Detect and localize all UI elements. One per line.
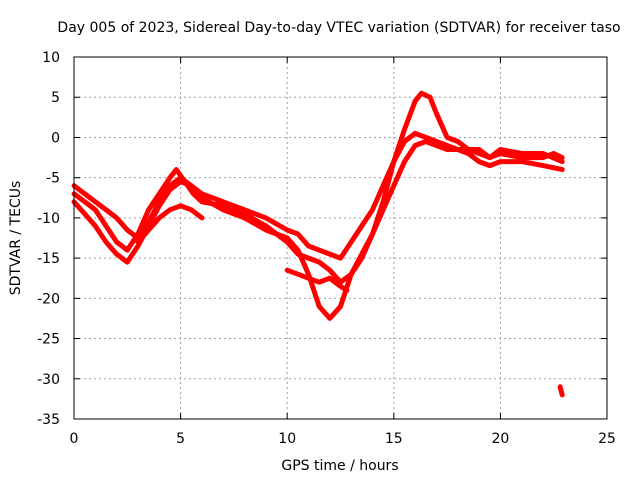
grid-lines (74, 57, 607, 419)
x-tick-label: 20 (491, 431, 509, 447)
y-tick-label: -10 (37, 211, 60, 227)
x-tick-label: 10 (278, 431, 296, 447)
series-line-track-4 (284, 267, 350, 293)
y-tick-label: 0 (51, 130, 60, 146)
y-axis-label: SDTVAR / TECUs (8, 181, 24, 296)
y-tick-label: 10 (42, 50, 60, 66)
x-tick-label: 15 (385, 431, 403, 447)
axis-ticks (73, 56, 608, 420)
series-line-track-1 (71, 90, 565, 285)
y-tick-label: -5 (46, 171, 60, 187)
y-tick-label: -25 (37, 332, 60, 348)
series-line-track-3 (71, 130, 565, 261)
chart-title: Day 005 of 2023, Sidereal Day-to-day VTE… (57, 20, 620, 36)
y-tick-label: -15 (37, 251, 60, 267)
y-tick-label: -20 (37, 291, 60, 307)
data-layer (71, 90, 565, 398)
plot-area-frame (73, 56, 608, 420)
series-line-track-5 (135, 203, 205, 245)
x-tick-label: 25 (598, 431, 616, 447)
x-tick-label: 0 (70, 431, 79, 447)
y-tick-label: 5 (51, 90, 60, 106)
x-tick-label: 5 (176, 431, 185, 447)
x-axis-tick-labels: 0 5 10 15 20 25 (70, 431, 616, 447)
y-tick-label: -30 (37, 372, 60, 388)
series-line-track-6 (557, 384, 565, 398)
y-tick-label: -35 (37, 412, 60, 428)
x-axis-label: GPS time / hours (281, 458, 398, 474)
y-axis-tick-labels: 10 5 0 -5 -10 -15 -20 -25 -30 -35 (37, 50, 60, 428)
